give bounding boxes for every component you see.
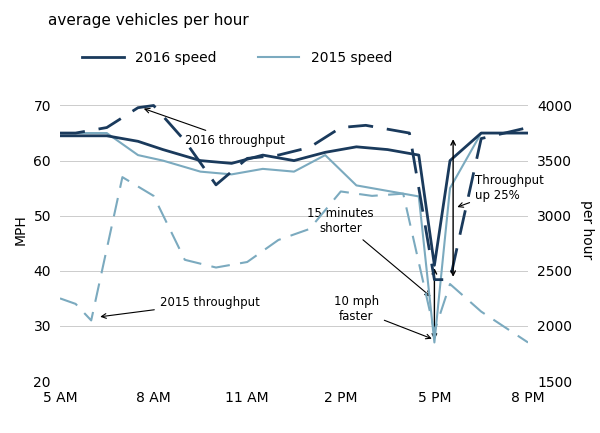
2016 speed	[290, 158, 298, 163]
2015 speed	[415, 194, 422, 199]
Legend: 2016 speed, 2015 speed: 2016 speed, 2015 speed	[76, 45, 398, 71]
2016 speed	[353, 144, 360, 149]
Text: 10 mph
faster: 10 mph faster	[334, 295, 431, 339]
2016 speed	[322, 150, 329, 155]
2016 speed	[228, 161, 235, 166]
2016 speed	[56, 133, 64, 139]
2016 speed	[103, 133, 110, 139]
Text: average vehicles per hour: average vehicles per hour	[48, 13, 249, 28]
2015 speed	[160, 158, 167, 163]
2016 speed	[160, 147, 167, 152]
Line: 2015 speed: 2015 speed	[60, 133, 528, 343]
Y-axis label: Vehicles
per hour: Vehicles per hour	[580, 200, 600, 259]
Text: Throughput
up 25%: Throughput up 25%	[458, 174, 544, 207]
2015 speed	[228, 172, 235, 177]
2015 speed	[524, 130, 532, 136]
2016 speed	[431, 263, 438, 268]
2015 speed	[259, 166, 266, 171]
2015 speed	[384, 188, 391, 194]
2016 speed	[259, 152, 266, 158]
2016 speed	[446, 158, 454, 163]
2015 speed	[431, 340, 438, 345]
2016 speed	[197, 158, 204, 163]
2015 speed	[197, 169, 204, 174]
Text: 2016 throughput: 2016 throughput	[145, 108, 285, 147]
Text: 2015 throughput: 2015 throughput	[101, 296, 260, 318]
2016 speed	[384, 147, 391, 152]
Y-axis label: MPH: MPH	[14, 214, 28, 245]
2015 speed	[322, 152, 329, 158]
2016 speed	[524, 130, 532, 136]
2015 speed	[290, 169, 298, 174]
2015 speed	[353, 183, 360, 188]
2015 speed	[478, 130, 485, 136]
2016 speed	[134, 139, 142, 144]
2016 speed	[415, 152, 422, 158]
Line: 2016 speed: 2016 speed	[60, 133, 528, 265]
Text: 15 minutes
shorter: 15 minutes shorter	[307, 207, 430, 296]
2015 speed	[446, 186, 454, 191]
2016 speed	[478, 130, 485, 136]
2015 speed	[56, 130, 64, 136]
2015 speed	[103, 130, 110, 136]
2015 speed	[134, 152, 142, 158]
